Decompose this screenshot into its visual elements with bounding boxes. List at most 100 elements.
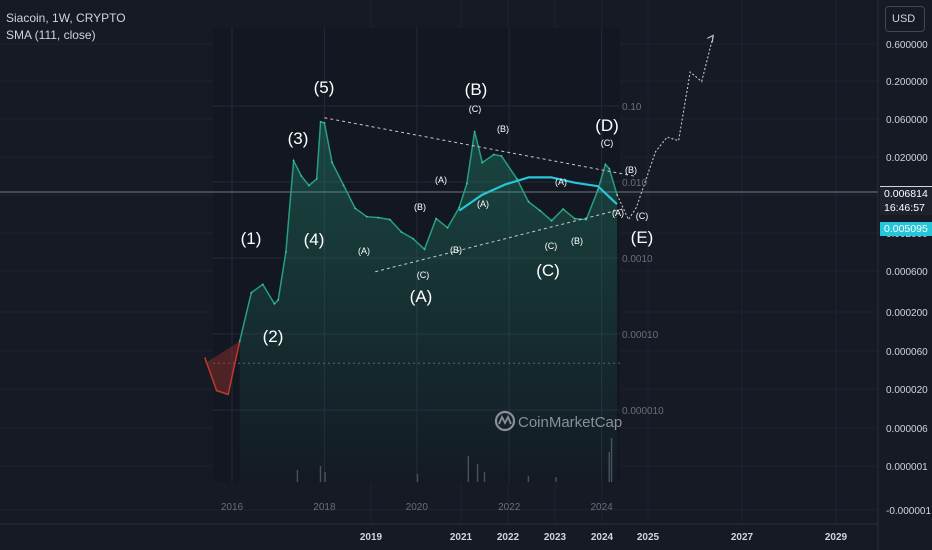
price-point-34 [539, 209, 541, 212]
wave-label-major-0: (1) [241, 229, 262, 248]
inner-price-tick-2: 0.0010 [622, 254, 653, 265]
wave-label-minor-0: (A) [358, 246, 370, 256]
inner-time-tick-0: 2016 [221, 502, 244, 513]
price-point-3 [238, 340, 241, 343]
price-point-39 [596, 189, 599, 192]
inner-price-tick-1: 0.010 [622, 178, 647, 189]
price-point-24 [435, 217, 437, 220]
indicator-label[interactable]: SMA (111, close) [6, 28, 96, 42]
price-point-31 [500, 155, 503, 157]
outer-price-tick-3: 0.020000 [886, 153, 928, 164]
wave-label-major-2: (3) [288, 129, 309, 148]
coinmarketcap-logo-icon [494, 410, 516, 432]
price-point-40 [604, 163, 607, 166]
outer-price-tick-1: 0.200000 [886, 77, 928, 88]
price-line-down [204, 341, 241, 396]
price-point-11 [308, 184, 310, 187]
outer-time-tick-7: 2029 [825, 532, 848, 543]
price-point-4 [250, 291, 253, 294]
price-point-23 [423, 248, 426, 251]
price-point-25 [446, 226, 449, 229]
wave-label-minor-9: (C) [545, 241, 558, 251]
wave-label-minor-4: (B) [450, 245, 462, 255]
price-point-10 [300, 175, 303, 177]
price-point-2 [227, 393, 230, 396]
inner-time-tick-1: 2018 [313, 502, 336, 513]
outer-price-tick-0: 0.600000 [886, 40, 928, 51]
outer-price-tick-2: 0.060000 [886, 115, 928, 126]
wave-label-minor-13: (A) [612, 208, 624, 218]
price-point-18 [365, 215, 368, 218]
sma-price-tag: 0.005095 [880, 222, 932, 236]
inner-time-tick-3: 2022 [498, 502, 521, 513]
inner-time-tick-4: 2024 [590, 502, 613, 513]
inner-price-tick-4: 0.000010 [622, 406, 664, 417]
inner-price-tick-0: 0.10 [622, 102, 642, 113]
wave-label-minor-10: (B) [571, 236, 583, 246]
wave-label-major-7: (C) [536, 261, 560, 280]
sma-line [458, 176, 618, 212]
price-point-17 [354, 207, 357, 210]
outer-price-tick-11: 0.000001 [886, 462, 928, 473]
outer-price-tick-8: 0.000060 [886, 347, 928, 358]
symbol-title[interactable]: Siacoin, 1W, CRYPTO [6, 11, 126, 25]
inner-time-tick-2: 2020 [406, 502, 429, 513]
outer-time-tick-1: 2021 [450, 532, 473, 543]
wave-label-major-3: (4) [304, 230, 325, 249]
outer-time-tick-3: 2023 [544, 532, 567, 543]
outer-price-tick-10: 0.000006 [886, 424, 928, 435]
watermark-text: CoinMarketCap [518, 414, 622, 431]
projection-arrowhead-icon [707, 34, 714, 43]
outer-time-tick-2: 2022 [497, 532, 520, 543]
wave-label-major-6: (B) [465, 80, 488, 99]
price-line-up [238, 120, 618, 342]
price-point-13 [319, 120, 322, 123]
price-point-26 [458, 206, 461, 209]
price-point-7 [277, 299, 280, 301]
wave-label-major-4: (5) [314, 78, 335, 97]
outer-time-tick-4: 2024 [591, 532, 614, 543]
price-point-30 [492, 153, 495, 156]
price-point-20 [389, 218, 391, 221]
price-point-21 [400, 231, 403, 233]
price-point-1 [215, 389, 218, 392]
wave-label-minor-2: (C) [417, 270, 430, 280]
price-point-41 [608, 167, 611, 170]
outer-time-tick-0: 2019 [360, 532, 383, 543]
trendline-layer [324, 117, 635, 273]
chart-legend: Siacoin, 1W, CRYPTO SMA (111, close) [6, 10, 126, 44]
outer-price-tick-7: 0.000200 [886, 308, 928, 319]
price-point-22 [412, 237, 414, 240]
price-line-layer [204, 120, 618, 396]
price-point-37 [573, 217, 576, 220]
wave-label-minor-8: (A) [555, 177, 567, 187]
wave-label-minor-3: (A) [435, 175, 447, 185]
price-point-33 [527, 200, 530, 203]
wave-label-minor-11: (C) [601, 138, 614, 148]
price-point-27 [465, 182, 468, 185]
outer-time-tick-5: 2025 [637, 532, 660, 543]
upper-trendline [324, 117, 635, 177]
projection-path [616, 35, 714, 221]
price-point-36 [562, 208, 564, 211]
last-price-tag: 0.006814 [880, 186, 932, 202]
price-point-19 [377, 216, 380, 219]
price-point-5 [261, 283, 264, 286]
price-point-29 [481, 161, 484, 164]
wave-label-major-5: (A) [410, 287, 433, 306]
currency-button[interactable]: USD [885, 6, 925, 32]
outer-price-tick-6: 0.000600 [886, 267, 928, 278]
price-point-16 [342, 184, 345, 187]
price-point-9 [292, 159, 295, 162]
outer-price-tick-9: 0.000020 [886, 385, 928, 396]
price-point-8 [285, 251, 287, 253]
wave-label-layer: (1) (2) (3) (4) (5) (A) (B) (C) (D) (E) (A) (B) (C) (… [241, 78, 654, 346]
price-area-layer [239, 121, 617, 483]
wave-label-minor-7: (B) [497, 124, 509, 134]
price-point-6 [273, 302, 276, 305]
price-point-28 [473, 130, 476, 133]
wave-label-major-8: (D) [595, 116, 619, 135]
sma-layer [458, 176, 618, 212]
